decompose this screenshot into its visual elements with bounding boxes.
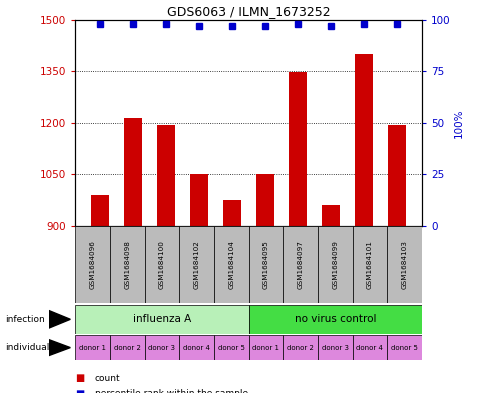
Bar <box>318 335 352 360</box>
Text: donor 1: donor 1 <box>79 345 106 351</box>
Bar <box>354 54 372 226</box>
Bar <box>213 335 248 360</box>
Bar <box>352 335 386 360</box>
Text: donor 4: donor 4 <box>183 345 210 351</box>
Bar <box>179 226 213 303</box>
Bar <box>283 226 318 303</box>
Text: donor 3: donor 3 <box>321 345 348 351</box>
Bar <box>248 226 283 303</box>
Bar <box>321 205 339 226</box>
Text: no virus control: no virus control <box>294 314 375 324</box>
Bar <box>75 305 248 334</box>
Bar <box>386 226 421 303</box>
Bar <box>179 335 213 360</box>
Text: GSM1684103: GSM1684103 <box>401 240 407 289</box>
Text: donor 1: donor 1 <box>252 345 279 351</box>
Text: infection: infection <box>5 315 45 324</box>
Text: donor 5: donor 5 <box>217 345 244 351</box>
Text: GSM1684097: GSM1684097 <box>297 240 303 289</box>
Title: GDS6063 / ILMN_1673252: GDS6063 / ILMN_1673252 <box>166 6 330 18</box>
Text: ■: ■ <box>75 373 84 383</box>
Polygon shape <box>48 310 70 328</box>
Text: GSM1684095: GSM1684095 <box>262 240 268 289</box>
Bar <box>352 226 386 303</box>
Text: GSM1684096: GSM1684096 <box>90 240 95 289</box>
Text: donor 4: donor 4 <box>356 345 382 351</box>
Text: GSM1684104: GSM1684104 <box>228 240 234 289</box>
Text: donor 5: donor 5 <box>391 345 417 351</box>
Text: donor 2: donor 2 <box>287 345 313 351</box>
Bar <box>91 195 109 226</box>
Bar <box>157 125 175 226</box>
Y-axis label: 100%: 100% <box>453 108 462 138</box>
Bar <box>387 125 405 226</box>
Bar <box>124 118 142 226</box>
Bar <box>318 226 352 303</box>
Text: GSM1684098: GSM1684098 <box>124 240 130 289</box>
Bar <box>75 226 109 303</box>
Bar <box>213 226 248 303</box>
Bar <box>248 305 421 334</box>
Text: count: count <box>94 374 120 382</box>
Text: donor 3: donor 3 <box>148 345 175 351</box>
Text: GSM1684099: GSM1684099 <box>332 240 337 289</box>
Bar <box>109 226 144 303</box>
Bar <box>109 335 144 360</box>
Bar <box>288 72 306 226</box>
Bar <box>248 335 283 360</box>
Text: GSM1684101: GSM1684101 <box>366 240 372 289</box>
Text: GSM1684100: GSM1684100 <box>159 240 165 289</box>
Text: donor 2: donor 2 <box>114 345 140 351</box>
Bar <box>144 226 179 303</box>
Text: ■: ■ <box>75 389 84 393</box>
Bar <box>223 200 241 226</box>
Bar <box>386 335 421 360</box>
Text: influenza A: influenza A <box>133 314 191 324</box>
Bar <box>256 174 273 226</box>
Bar <box>144 335 179 360</box>
Text: individual: individual <box>5 343 49 352</box>
Bar <box>190 174 208 226</box>
Polygon shape <box>48 340 70 356</box>
Text: percentile rank within the sample: percentile rank within the sample <box>94 389 247 393</box>
Bar <box>283 335 318 360</box>
Bar <box>75 335 109 360</box>
Text: GSM1684102: GSM1684102 <box>193 240 199 289</box>
